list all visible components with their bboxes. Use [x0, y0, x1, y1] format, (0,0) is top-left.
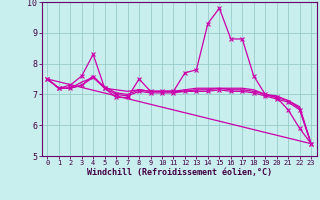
X-axis label: Windchill (Refroidissement éolien,°C): Windchill (Refroidissement éolien,°C): [87, 168, 272, 177]
